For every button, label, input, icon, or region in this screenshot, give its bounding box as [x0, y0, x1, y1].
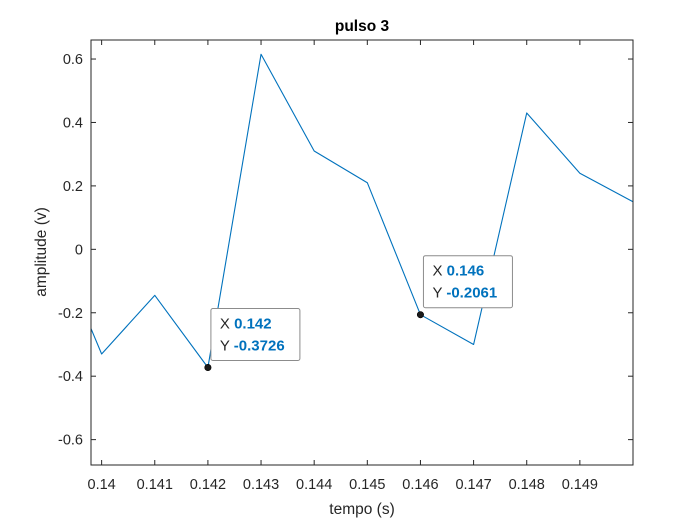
- datatip-y-row: Y -0.2061: [432, 285, 497, 302]
- series-layer: [91, 53, 633, 369]
- x-tick-label: 0.142: [190, 477, 226, 493]
- y-axis-label: amplitude (v): [33, 207, 50, 297]
- y-tick-label: 0: [75, 242, 83, 258]
- x-tick-label: 0.141: [137, 477, 173, 493]
- x-tick-label: 0.148: [509, 477, 545, 493]
- datatip-x-key: X: [220, 316, 234, 333]
- x-axis-label: tempo (s): [329, 501, 394, 518]
- datatip-x-value: 0.142: [234, 316, 272, 333]
- x-tick-label: 0.14: [88, 477, 116, 493]
- datatip-box: [210, 308, 301, 362]
- y-tick-label: 0.2: [63, 179, 83, 195]
- y-tick-label: -0.2: [58, 306, 83, 322]
- y-tick-label: 0.4: [63, 115, 83, 131]
- series-line-0: [91, 53, 633, 369]
- datatip-x-value: 0.146: [447, 263, 485, 280]
- datatip-marker[interactable]: [204, 364, 212, 372]
- x-tick-label: 0.144: [296, 477, 332, 493]
- datatip-y-row: Y -0.3726: [220, 338, 285, 355]
- datatip-y-value: -0.2061: [446, 285, 497, 302]
- x-tick-label: 0.145: [349, 477, 385, 493]
- x-tick-label: 0.146: [402, 477, 438, 493]
- y-tick-label: -0.6: [58, 433, 83, 449]
- datatip-y-key: Y: [220, 338, 234, 355]
- datatip-x-key: X: [432, 263, 446, 280]
- datatip-y-value: -0.3726: [234, 338, 285, 355]
- x-tick-label: 0.143: [243, 477, 279, 493]
- datatip-x-row: X 0.146: [432, 263, 484, 280]
- plot-area: [91, 40, 633, 465]
- axes-box: [90, 39, 634, 466]
- ticks-layer: 0.14 0.141 0.142 0.143 0.144 0.145 0.146 0.147 0…: [58, 40, 633, 493]
- y-tick-label: 0.6: [63, 52, 83, 68]
- datatip-y-key: Y: [432, 285, 446, 302]
- x-tick-label: 0.149: [562, 477, 598, 493]
- chart-title: pulso 3: [335, 18, 390, 35]
- datatip-marker[interactable]: [416, 311, 424, 319]
- y-tick-label: -0.4: [58, 369, 83, 385]
- datatip-box: [422, 255, 513, 309]
- x-tick-label: 0.147: [455, 477, 491, 493]
- datatip-x-row: X 0.142: [220, 316, 272, 333]
